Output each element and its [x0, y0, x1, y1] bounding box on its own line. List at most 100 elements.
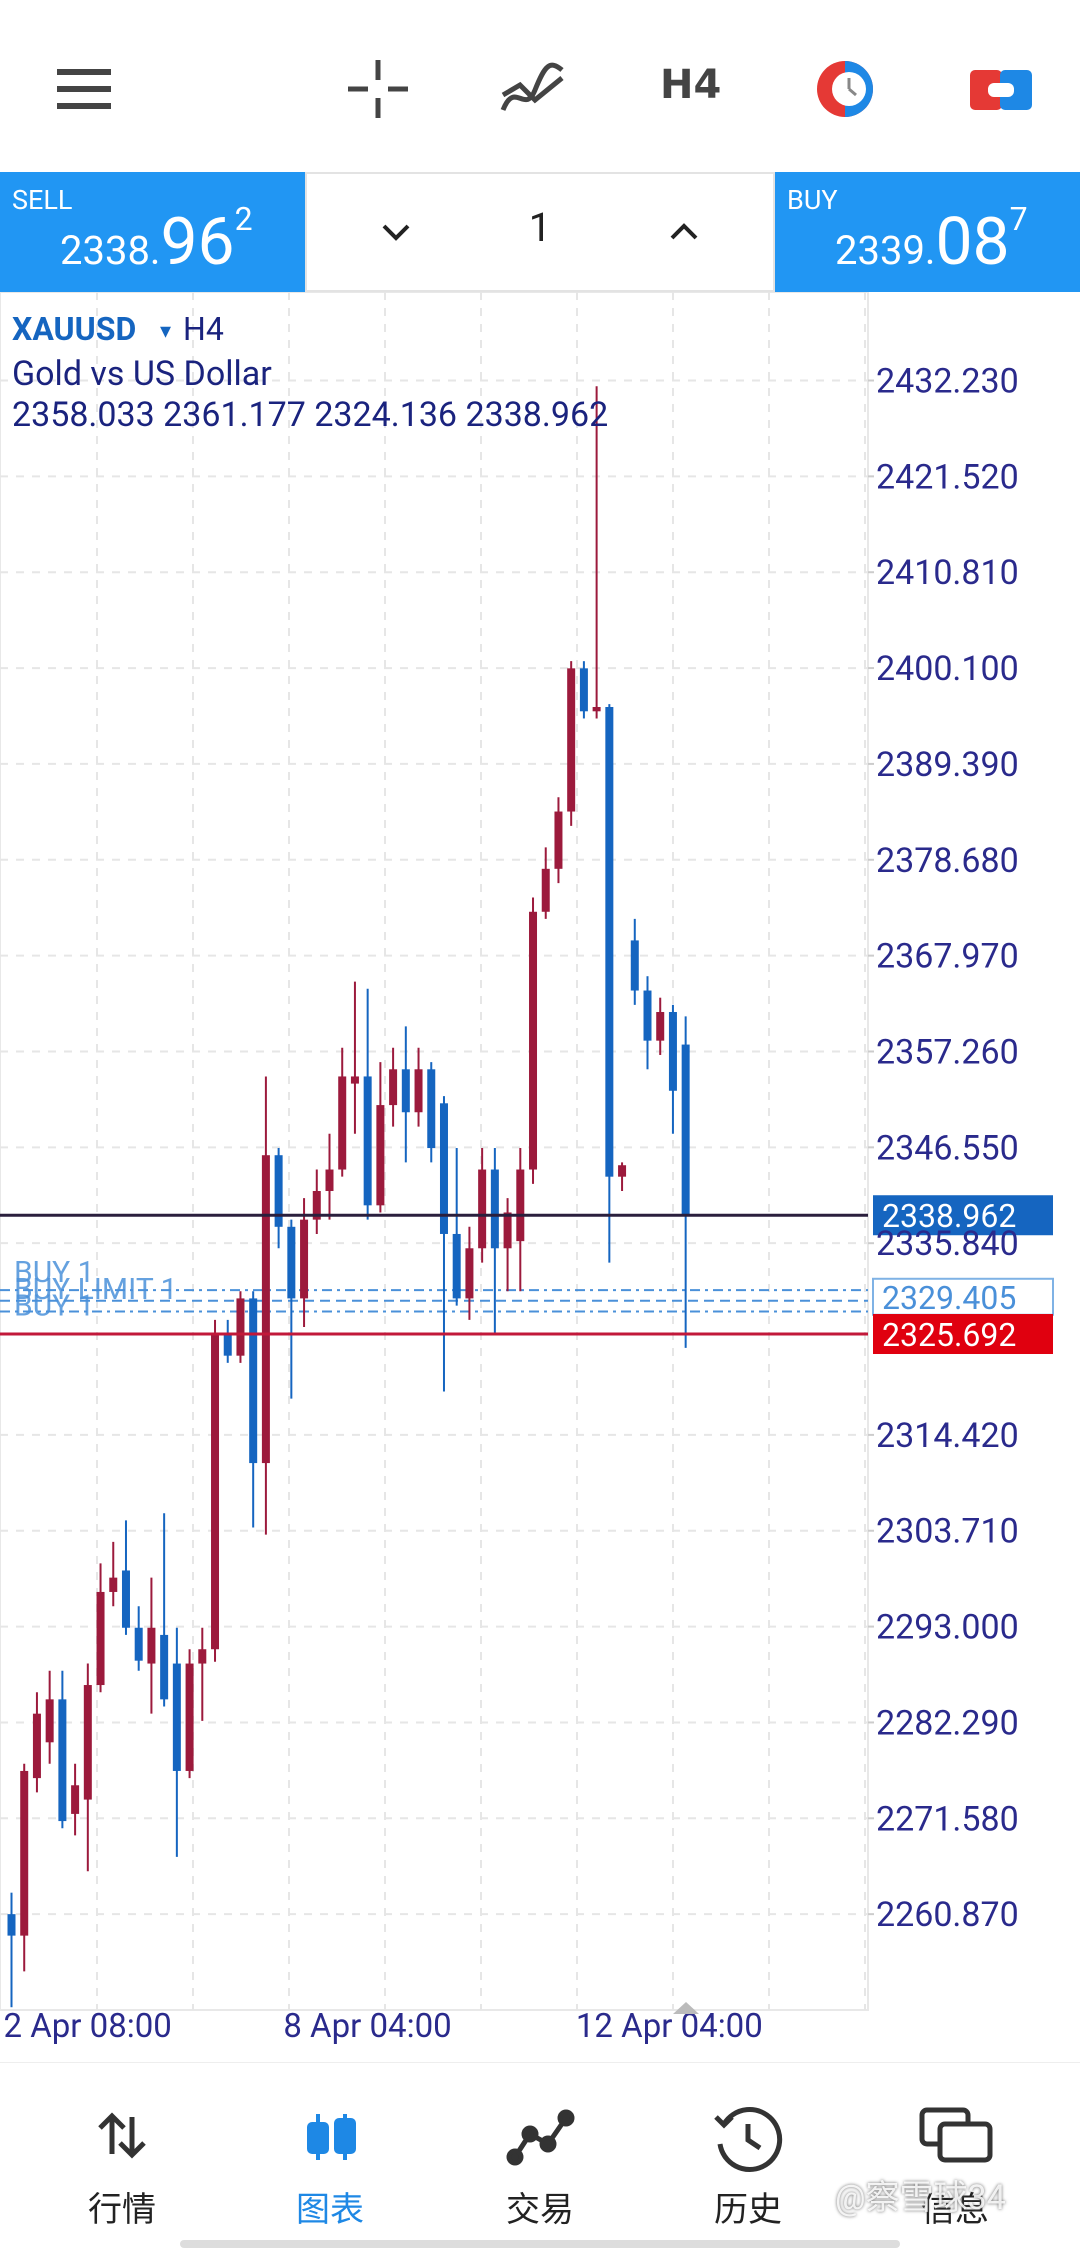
- x-tick-label: 8 Apr 04:00: [283, 2007, 451, 2046]
- nav-item-label[interactable]: 历史: [714, 2190, 782, 2230]
- symbol[interactable]: XAUUSD: [12, 310, 136, 348]
- candle-body: [554, 811, 563, 869]
- candle-body: [567, 668, 576, 812]
- candle-body: [58, 1699, 67, 1822]
- y-tick-label: 2282.290: [876, 1703, 1019, 1743]
- y-tick-label: 2389.390: [876, 745, 1019, 785]
- home-indicator: [180, 2240, 900, 2248]
- chart-icon[interactable]: [307, 2114, 356, 2160]
- candle-body: [389, 1069, 398, 1106]
- increase-button[interactable]: [670, 223, 698, 240]
- candle-body: [592, 707, 601, 712]
- candle-body: [223, 1334, 232, 1356]
- ohlc-info: 2358.033 2361.177 2324.136 2338.962: [12, 395, 608, 435]
- candle-body: [325, 1169, 334, 1192]
- buy-label: BUY: [787, 184, 838, 216]
- scroll-marker: [673, 2002, 699, 2014]
- price-big: 08: [935, 204, 1010, 281]
- candle-body: [198, 1649, 207, 1664]
- candle-body: [312, 1191, 321, 1220]
- candle-body: [490, 1169, 499, 1249]
- candle-body: [618, 1165, 627, 1177]
- bottom-navigation: 行情 图表 交易 历史 信息 @察雪球34: [0, 2062, 1080, 2249]
- price-big: 96: [160, 204, 235, 281]
- sell-button[interactable]: SELL 2338.962: [0, 172, 305, 292]
- candle-body: [20, 1770, 29, 1936]
- candle-body: [147, 1627, 156, 1664]
- chart-timeframe: H4: [183, 310, 224, 348]
- candle-body: [478, 1169, 487, 1249]
- nav-item-label[interactable]: 交易: [506, 2190, 574, 2230]
- crosshair-icon[interactable]: [348, 60, 408, 118]
- candle-body: [503, 1212, 512, 1249]
- order-price-label: 2329.405: [882, 1279, 1016, 1317]
- watermark: @察雪球34: [835, 2178, 1006, 2218]
- buy-button[interactable]: BUY 2339.087: [775, 172, 1080, 292]
- volume-arrows: [382, 223, 698, 241]
- toolbar-icons: [57, 60, 1032, 118]
- candle-body: [656, 1012, 665, 1041]
- messages-icon[interactable]: [919, 2107, 993, 2163]
- candle-body: [45, 1699, 54, 1743]
- account-icon[interactable]: [817, 61, 873, 117]
- y-tick-label: 2271.580: [876, 1799, 1019, 1839]
- candle-body: [185, 1663, 194, 1771]
- y-tick-label: 2293.000: [876, 1608, 1019, 1648]
- price-sup: 2: [234, 200, 253, 238]
- y-tick-label: 2357.260: [876, 1032, 1019, 1072]
- y-tick-label: 2400.100: [876, 649, 1019, 689]
- price-main: 2339.: [835, 227, 936, 274]
- candle-body: [172, 1663, 181, 1771]
- candle-body: [376, 1105, 385, 1206]
- nav-item-label[interactable]: 信息: [921, 2190, 989, 2230]
- y-tick-label: 2421.520: [876, 457, 1019, 497]
- candle-body: [643, 990, 652, 1041]
- y-tick-label: 2303.710: [876, 1512, 1019, 1552]
- volume-panel: 1: [305, 172, 775, 292]
- order-label: BUY 1: [14, 1289, 94, 1324]
- indicator-icon[interactable]: [500, 62, 564, 112]
- candle-body: [71, 1785, 80, 1814]
- candle-body: [7, 1914, 16, 1936]
- candle-body: [121, 1570, 130, 1628]
- timeframe-button[interactable]: H4: [660, 62, 722, 108]
- candle-body: [134, 1627, 143, 1661]
- decrease-button[interactable]: [382, 224, 410, 241]
- trade-nav-icon[interactable]: [506, 2109, 575, 2166]
- candle-body: [211, 1334, 220, 1650]
- candle-body: [414, 1069, 423, 1113]
- price-sup: 7: [1009, 200, 1028, 238]
- history-icon[interactable]: [714, 2107, 783, 2172]
- y-tick-label: 2314.420: [876, 1416, 1019, 1456]
- price-label: 2338.962: [882, 1197, 1016, 1235]
- plot-area: [0, 292, 869, 2011]
- candle-body: [96, 1591, 105, 1686]
- volume[interactable]: 1: [528, 204, 552, 251]
- menu-icon[interactable]: [57, 69, 111, 109]
- x-tick-label: 12 Apr 04:00: [576, 2007, 763, 2046]
- y-tick-label: 2378.680: [876, 841, 1019, 881]
- candle-body: [160, 1634, 169, 1700]
- candle-body: [287, 1226, 296, 1299]
- candle-body: [363, 1076, 372, 1206]
- candle-body: [427, 1069, 436, 1149]
- symbol-dropdown[interactable]: ▾: [160, 319, 171, 344]
- order-price-box: [872, 1277, 1054, 1316]
- trade-icon[interactable]: [970, 70, 1032, 110]
- candle-body: [261, 1155, 270, 1464]
- price-label-box: [873, 1314, 1053, 1355]
- y-tick-label: 2410.810: [876, 553, 1019, 593]
- nav-item-label[interactable]: 行情: [88, 2190, 156, 2230]
- x-tick-label: 2 Apr 08:00: [4, 2007, 172, 2046]
- quotes-icon[interactable]: [98, 2112, 146, 2159]
- candle-body: [668, 1012, 677, 1091]
- candle-body: [630, 940, 639, 991]
- candle-body: [465, 1248, 474, 1299]
- y-tick-label: 2432.230: [876, 362, 1019, 402]
- price-label-box: [873, 1195, 1053, 1236]
- nav-item-label[interactable]: 图表: [296, 2190, 364, 2230]
- price-label: 2325.692: [882, 1316, 1016, 1354]
- candle-body: [338, 1076, 347, 1170]
